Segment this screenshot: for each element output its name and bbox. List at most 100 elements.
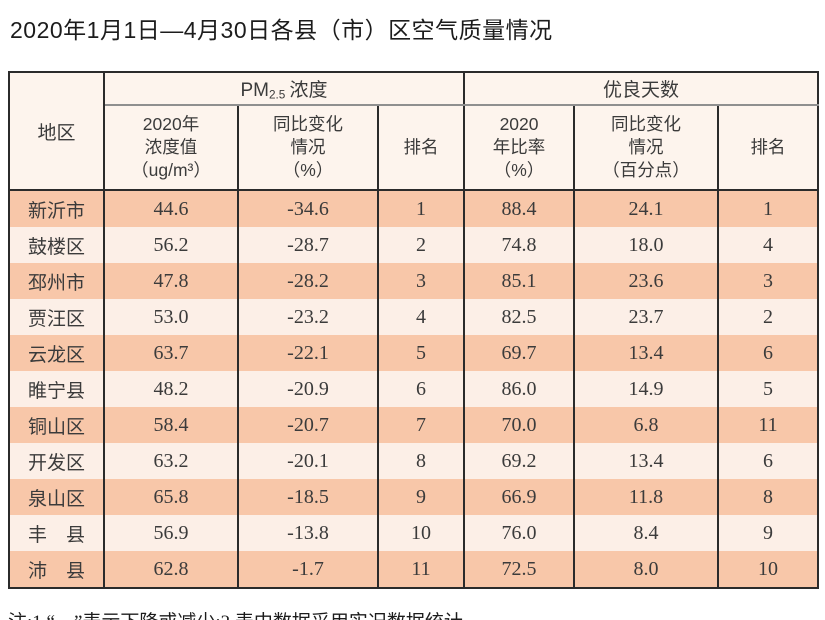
region-cell: 泉山区 — [8, 479, 105, 515]
days-rank-cell: 11 — [717, 407, 820, 443]
days-ratio-cell: 66.9 — [463, 479, 576, 515]
days-rank-cell: 3 — [717, 263, 820, 299]
table-row: 沛县 62.8 -1.7 11 72.5 8.0 10 — [8, 551, 820, 588]
pm-rank-cell: 3 — [376, 263, 466, 299]
header-line: 情况 — [290, 136, 326, 157]
header-line: 排名 — [750, 136, 786, 157]
pm-value-cell: 47.8 — [103, 263, 239, 299]
pm-rank-cell: 6 — [376, 371, 466, 407]
days-change-column-header: 同比变化 情况 （百分点） — [573, 105, 720, 191]
pm-rank-cell: 11 — [376, 551, 466, 588]
header-line: 排名 — [403, 136, 439, 157]
table-row: 开发区 63.2 -20.1 8 69.2 13.4 6 — [8, 443, 820, 479]
region-cell: 开发区 — [8, 443, 105, 479]
days-change-cell: 6.8 — [573, 407, 720, 443]
days-ratio-cell: 82.5 — [463, 299, 576, 335]
region-name: 新沂市 — [28, 200, 86, 222]
pm-value-cell: 44.6 — [103, 190, 239, 227]
region-name: 泉山区 — [28, 488, 86, 510]
pm-value-cell: 48.2 — [103, 371, 239, 407]
pm-change-cell: -1.7 — [237, 551, 379, 588]
pm-change-cell: -28.2 — [237, 263, 379, 299]
region-name: 开发区 — [28, 452, 86, 474]
table-row: 邳州市 47.8 -28.2 3 85.1 23.6 3 — [8, 263, 820, 299]
region-cell: 鼓楼区 — [8, 227, 105, 263]
days-rank-cell: 6 — [717, 443, 820, 479]
days-change-cell: 23.6 — [573, 263, 720, 299]
pm-value-cell: 63.2 — [103, 443, 239, 479]
days-ratio-cell: 69.2 — [463, 443, 576, 479]
days-ratio-cell: 86.0 — [463, 371, 576, 407]
region-name: 铜山区 — [28, 416, 86, 438]
header-line: （%） — [493, 160, 545, 181]
region-name: 丰县 — [28, 524, 85, 546]
table-row: 鼓楼区 56.2 -28.7 2 74.8 18.0 4 — [8, 227, 820, 263]
days-ratio-cell: 74.8 — [463, 227, 576, 263]
header-line: 同比变化 — [273, 113, 343, 134]
footnote: 注:1.“—”表示下降或减少;2.表中数据采用实况数据统计。 — [8, 607, 825, 620]
days-change-cell: 13.4 — [573, 443, 720, 479]
days-rank-cell: 5 — [717, 371, 820, 407]
table-row: 新沂市 44.6 -34.6 1 88.4 24.1 1 — [8, 190, 820, 227]
table-row: 贾汪区 53.0 -23.2 4 82.5 23.7 2 — [8, 299, 820, 335]
pm-change-cell: -20.1 — [237, 443, 379, 479]
days-rank-cell: 9 — [717, 515, 820, 551]
pm-value-cell: 58.4 — [103, 407, 239, 443]
days-change-cell: 8.4 — [573, 515, 720, 551]
pm-value-cell: 53.0 — [103, 299, 239, 335]
header-line: （百分点） — [602, 160, 690, 181]
pm-rank-cell: 5 — [376, 335, 466, 371]
days-change-cell: 23.7 — [573, 299, 720, 335]
days-rank-cell: 10 — [717, 551, 820, 588]
region-cell: 铜山区 — [8, 407, 105, 443]
table-row: 泉山区 65.8 -18.5 9 66.9 11.8 8 — [8, 479, 820, 515]
pm-value-cell: 63.7 — [103, 335, 239, 371]
pm-change-cell: -20.9 — [237, 371, 379, 407]
pm-rank-cell: 2 — [376, 227, 466, 263]
days-ratio-column-header: 2020 年比率 （%） — [463, 105, 576, 191]
header-line: 年比率 — [492, 136, 546, 157]
days-change-cell: 8.0 — [573, 551, 720, 588]
sub-header-row: 2020年 浓度值 （ug/m³） 同比变化 情况 （%） 排名 2020 年比… — [9, 105, 820, 191]
pm-rank-column-header: 排名 — [376, 105, 466, 191]
page-title: 2020年1月1日—4月30日各县（市）区空气质量情况 — [10, 17, 553, 43]
header-line: 2020年 — [142, 113, 200, 134]
days-rank-cell: 1 — [717, 190, 820, 227]
good-days-group-header: 优良天数 — [463, 72, 820, 106]
days-rank-cell: 2 — [717, 299, 820, 335]
pm25-group-header: PM2.5 浓度 — [102, 72, 466, 106]
days-ratio-cell: 69.7 — [463, 335, 576, 371]
days-rank-cell: 4 — [717, 227, 820, 263]
region-cell: 邳州市 — [8, 263, 105, 299]
pm-change-cell: -22.1 — [237, 335, 379, 371]
region-name: 睢宁县 — [28, 380, 86, 402]
pm25-label-suffix: 浓度 — [289, 80, 328, 101]
pm-change-cell: -18.5 — [237, 479, 379, 515]
region-column-header: 地区 — [8, 72, 105, 191]
region-cell: 贾汪区 — [8, 299, 105, 335]
pm-value-cell: 65.8 — [103, 479, 239, 515]
pm-rank-cell: 4 — [376, 299, 466, 335]
group-header-row: 地区 PM2.5 浓度 优良天数 — [8, 72, 820, 191]
region-name: 贾汪区 — [28, 308, 86, 330]
table-header: 地区 PM2.5 浓度 优良天数 2020年 浓度值 （ug/m³） 同比变化 情… — [8, 72, 820, 191]
days-ratio-cell: 72.5 — [463, 551, 576, 588]
days-rank-cell: 6 — [717, 335, 820, 371]
table-row: 云龙区 63.7 -22.1 5 69.7 13.4 6 — [8, 335, 820, 371]
days-change-cell: 11.8 — [573, 479, 720, 515]
header-line: 2020 — [499, 113, 539, 134]
region-name: 沛县 — [28, 560, 85, 582]
days-rank-column-header: 排名 — [717, 105, 820, 191]
pm-change-cell: -23.2 — [237, 299, 379, 335]
days-ratio-cell: 76.0 — [463, 515, 576, 551]
days-ratio-cell: 70.0 — [463, 407, 576, 443]
pm-change-cell: -20.7 — [237, 407, 379, 443]
air-quality-table: 地区 PM2.5 浓度 优良天数 2020年 浓度值 （ug/m³） 同比变化 情… — [8, 71, 820, 589]
days-change-cell: 18.0 — [573, 227, 720, 263]
days-change-cell: 13.4 — [573, 335, 720, 371]
table-body: 新沂市 44.6 -34.6 1 88.4 24.1 1 鼓楼区 56.2 -2… — [8, 190, 820, 588]
days-ratio-cell: 85.1 — [463, 263, 576, 299]
pm-value-cell: 56.2 — [103, 227, 239, 263]
days-change-cell: 14.9 — [573, 371, 720, 407]
